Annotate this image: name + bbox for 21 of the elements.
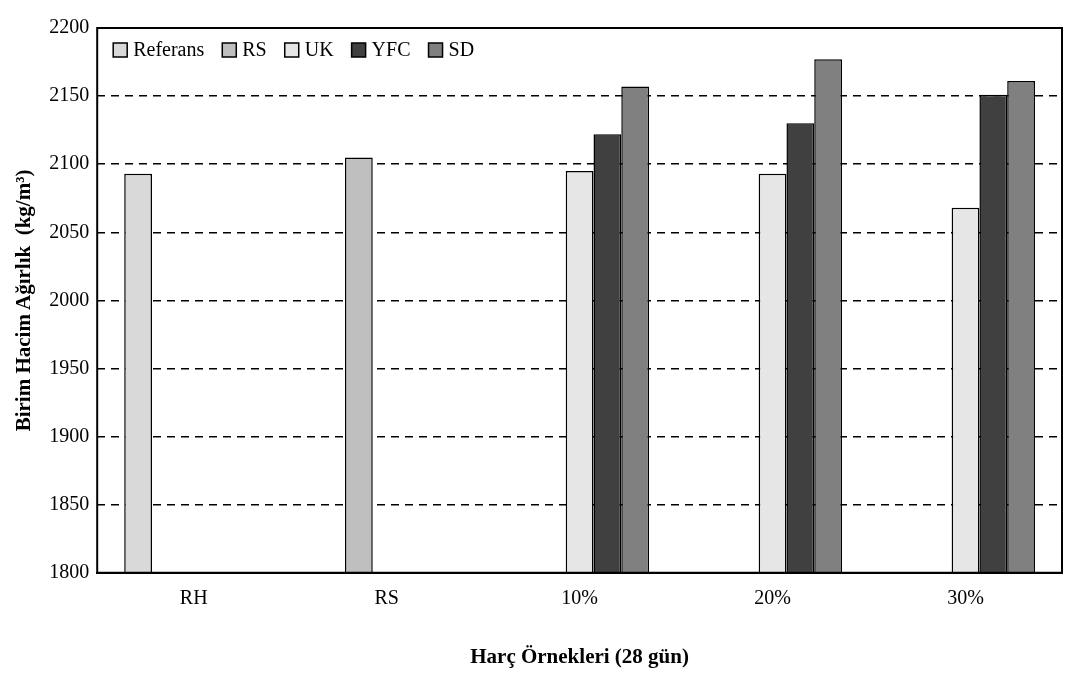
y-tick-label: 1800 xyxy=(49,560,90,583)
y-axis-title: Birim Hacim Ağırlık (kg/m³) xyxy=(11,169,36,432)
x-axis-title: Harç Örnekleri (28 gün) xyxy=(470,643,689,668)
x-tick-label: 10% xyxy=(561,586,598,609)
y-tick-label: 1850 xyxy=(49,491,90,514)
x-tick-label: RS xyxy=(374,586,399,609)
legend-label: YFC xyxy=(371,38,411,61)
y-tick-label: 2000 xyxy=(49,287,90,310)
x-tick-label: 30% xyxy=(947,586,984,609)
x-tick-label: RH xyxy=(179,586,208,609)
legend-label: SD xyxy=(448,38,475,61)
y-tick-label: 1900 xyxy=(49,423,90,446)
y-tick-label: 2050 xyxy=(49,219,90,242)
y-tick-label: 2200 xyxy=(49,15,90,38)
y-tick-label: 2100 xyxy=(49,151,90,174)
x-tick-label: 20% xyxy=(754,586,791,609)
y-tick-label: 2150 xyxy=(49,83,90,106)
y-tick-label: 1950 xyxy=(49,355,90,378)
legend-label: UK xyxy=(304,38,335,61)
legend-label: RS xyxy=(242,38,267,61)
legend-label: Referans xyxy=(133,38,205,61)
